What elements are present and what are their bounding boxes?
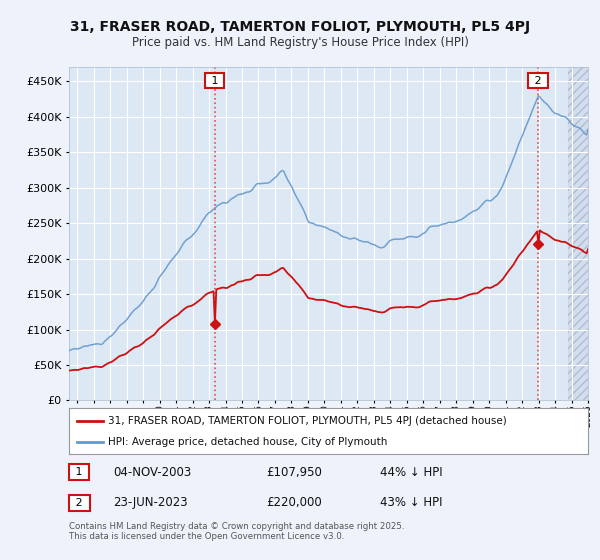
Text: 43% ↓ HPI: 43% ↓ HPI bbox=[380, 496, 443, 509]
Text: 2: 2 bbox=[73, 498, 86, 508]
Text: £107,950: £107,950 bbox=[266, 465, 322, 479]
Text: HPI: Average price, detached house, City of Plymouth: HPI: Average price, detached house, City… bbox=[108, 437, 388, 447]
Text: 44% ↓ HPI: 44% ↓ HPI bbox=[380, 465, 443, 479]
Bar bbox=[568, 67, 596, 400]
Text: £220,000: £220,000 bbox=[266, 496, 322, 509]
Text: 1: 1 bbox=[208, 76, 221, 86]
Text: 31, FRASER ROAD, TAMERTON FOLIOT, PLYMOUTH, PL5 4PJ (detached house): 31, FRASER ROAD, TAMERTON FOLIOT, PLYMOU… bbox=[108, 416, 506, 426]
Text: 1: 1 bbox=[73, 467, 86, 477]
Text: Contains HM Land Registry data © Crown copyright and database right 2025.
This d: Contains HM Land Registry data © Crown c… bbox=[69, 522, 404, 542]
Text: 04-NOV-2003: 04-NOV-2003 bbox=[113, 465, 191, 479]
Bar bbox=[568, 67, 596, 400]
Text: 23-JUN-2023: 23-JUN-2023 bbox=[113, 496, 188, 509]
Text: 31, FRASER ROAD, TAMERTON FOLIOT, PLYMOUTH, PL5 4PJ: 31, FRASER ROAD, TAMERTON FOLIOT, PLYMOU… bbox=[70, 20, 530, 34]
Text: 2: 2 bbox=[531, 76, 545, 86]
Text: Price paid vs. HM Land Registry's House Price Index (HPI): Price paid vs. HM Land Registry's House … bbox=[131, 36, 469, 49]
